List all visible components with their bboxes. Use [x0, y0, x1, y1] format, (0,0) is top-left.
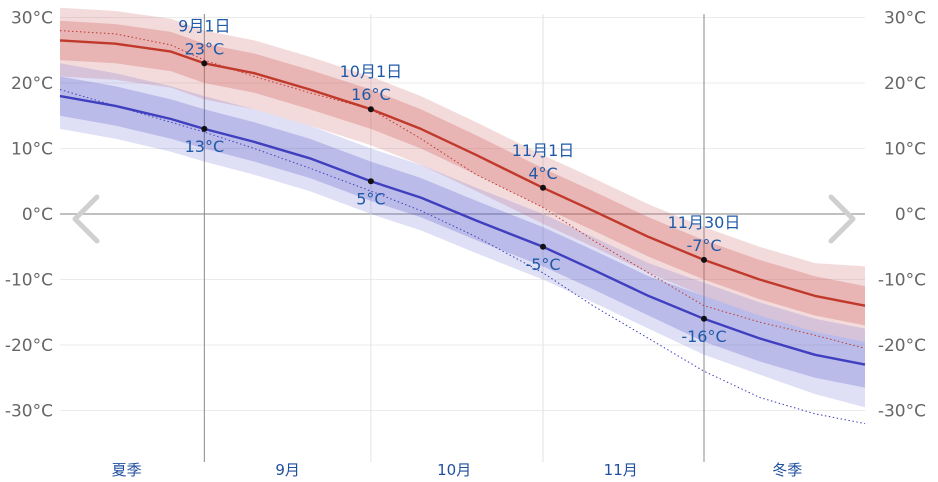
chevron-right-icon — [828, 194, 856, 244]
y-tick-label-left: -20°C — [5, 336, 53, 356]
date-label: 9月1日 — [178, 16, 230, 35]
high-temp-mean-line — [59, 39, 866, 307]
y-tick-label-right: 20°C — [884, 74, 926, 94]
data-label: 5°C — [356, 189, 385, 208]
x-axis-label: 夏季 — [112, 461, 142, 479]
date-label: 11月30日 — [668, 213, 741, 232]
data-point — [540, 184, 546, 191]
data-point — [201, 60, 208, 67]
y-tick-label-left: -30°C — [5, 402, 53, 422]
high-temp-inner-band — [60, 20, 865, 326]
data-point — [201, 125, 208, 132]
y-tick-label-left: 20°C — [11, 74, 53, 94]
data-point — [701, 315, 707, 322]
low-temp-outer-band — [60, 63, 865, 408]
data-label: 13°C — [185, 137, 225, 156]
date-label: 10月1日 — [340, 62, 403, 81]
high-temp-outer-band — [60, 7, 865, 342]
y-tick-label-left: 30°C — [11, 9, 53, 29]
data-point — [701, 256, 707, 263]
low-temp-inner-band — [60, 76, 865, 388]
y-tick-label-left: 0°C — [22, 205, 53, 225]
y-tick-label-right: 10°C — [884, 140, 926, 160]
line-layer — [59, 30, 866, 425]
y-tick-label-right: -20°C — [878, 336, 926, 356]
data-point — [540, 243, 546, 250]
y-tick-label-left: 10°C — [11, 140, 53, 160]
prev-arrow-button[interactable] — [72, 194, 100, 244]
y-tick-label-right: -30°C — [878, 402, 926, 422]
axis-label-layer: 30°C 30°C 20°C 20°C 10°C 10°C 0°C 0°C -10°C -10°C… — [5, 9, 926, 480]
data-label: -16°C — [681, 327, 726, 346]
x-axis-label: 11月 — [604, 461, 638, 479]
data-label: -5°C — [525, 255, 560, 274]
next-arrow-button[interactable] — [828, 194, 856, 244]
chevron-left-icon — [72, 194, 100, 244]
y-tick-label-right: -10°C — [878, 271, 926, 291]
low-temp-mean-line — [59, 94, 866, 366]
data-point — [367, 106, 374, 113]
x-axis-label: 10月 — [437, 461, 471, 479]
data-label: -7°C — [686, 236, 721, 255]
data-label: 16°C — [351, 85, 391, 104]
grid-layer — [60, 14, 865, 462]
data-point — [367, 178, 374, 185]
annotation-layer: 23°C 9月1日 16°C 10月1日 4°C 11月1日 -7°C 11月30日 13°C 5… — [178, 16, 740, 345]
y-tick-label-right: 0°C — [895, 205, 926, 225]
low-temp-dotted-line — [59, 89, 866, 425]
x-axis-label: 冬季 — [772, 461, 802, 479]
date-label: 11月1日 — [512, 141, 575, 160]
data-label: 4°C — [528, 164, 557, 183]
band-layer — [60, 7, 865, 408]
data-label: 23°C — [185, 39, 225, 58]
y-tick-label-left: -10°C — [5, 271, 53, 291]
y-tick-label-right: 30°C — [884, 9, 926, 29]
x-axis-label: 9月 — [275, 461, 300, 479]
